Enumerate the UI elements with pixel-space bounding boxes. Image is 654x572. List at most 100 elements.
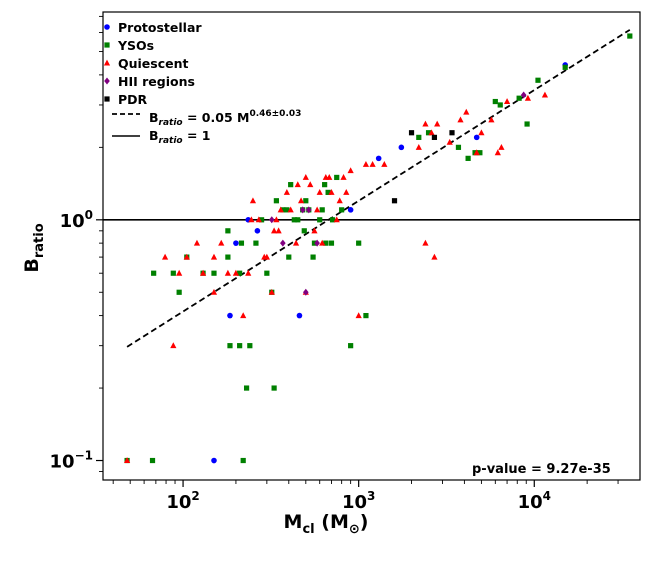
point-protostellar (211, 457, 217, 464)
point-quiescent (232, 269, 240, 276)
point-ysos (149, 457, 156, 464)
point-quiescent (302, 174, 309, 180)
legend-label-fit: Bratio = 0.05 M0.46±0.03 (149, 109, 301, 128)
point-quiescent (355, 312, 362, 319)
point-quiescent (245, 269, 252, 276)
point-ysos (237, 343, 243, 349)
point-quiescent (193, 239, 201, 246)
point-pdr (449, 130, 455, 136)
point-quiescent (431, 253, 438, 260)
point-quiescent (422, 239, 429, 246)
point-quiescent (422, 120, 429, 127)
point-ysos (535, 77, 541, 83)
point-quiescent (311, 227, 318, 234)
point-ysos (627, 33, 633, 39)
point-ysos (317, 217, 323, 223)
point-ysos (322, 182, 328, 188)
point-ysos (176, 289, 182, 295)
point-ysos (151, 270, 157, 276)
point-quiescent (275, 227, 282, 234)
y-tick-label: 10−1 (50, 449, 93, 473)
point-protostellar (227, 312, 233, 319)
point-quiescent (446, 138, 453, 145)
legend-marker-hii-regions (104, 77, 110, 85)
fit-line (126, 29, 631, 348)
point-protostellar (473, 134, 480, 141)
point-quiescent (287, 206, 294, 213)
point-quiescent (161, 253, 169, 260)
point-quiescent (319, 239, 326, 246)
legend-label-unity: Bratio = 1 (149, 128, 211, 146)
y-axis-title: Bratio (21, 223, 47, 272)
legend-marker-pdr (104, 96, 110, 102)
point-pdr (431, 134, 438, 140)
point-quiescent (170, 342, 177, 349)
point-ysos (271, 385, 277, 391)
point-ysos (329, 217, 336, 223)
point-ysos (264, 270, 270, 276)
point-protostellar (398, 144, 405, 151)
point-quiescent (498, 143, 505, 150)
point-ysos (477, 150, 483, 156)
point-protostellar (347, 207, 354, 213)
point-quiescent (248, 216, 255, 223)
point-ysos (334, 174, 340, 181)
legend-marker-quiescent (103, 59, 111, 66)
point-quiescent (478, 129, 485, 136)
point-quiescent (336, 197, 343, 204)
point-ysos (211, 270, 217, 276)
point-quiescent (473, 149, 480, 156)
point-quiescent (277, 206, 284, 213)
point-quiescent (381, 160, 388, 167)
point-quiescent (263, 253, 270, 260)
point-quiescent (297, 197, 305, 204)
point-quiescent (292, 239, 300, 246)
point-quiescent (463, 108, 470, 115)
point-ysos (455, 144, 462, 150)
point-hii-regions (314, 239, 320, 247)
point-quiescent (333, 216, 340, 223)
point-quiescent (199, 269, 207, 276)
point-quiescent (294, 181, 301, 188)
point-ysos (288, 182, 294, 188)
point-ysos (425, 130, 432, 136)
point-quiescent (218, 239, 225, 246)
point-quiescent (503, 98, 511, 105)
point-quiescent (176, 269, 183, 276)
point-ysos (319, 207, 325, 213)
lines-layer (103, 29, 640, 348)
point-quiescent (123, 457, 131, 464)
point-ysos (253, 240, 259, 246)
point-quiescent (271, 227, 278, 234)
legend-markers (103, 24, 111, 102)
point-quiescent (249, 197, 257, 204)
point-quiescent (314, 206, 321, 213)
point-quiescent (316, 188, 323, 195)
point-quiescent (307, 181, 314, 188)
point-quiescent (524, 94, 532, 101)
point-ysos (492, 98, 498, 105)
y-tick-label: 100 (60, 208, 93, 232)
point-ysos (295, 217, 301, 223)
point-quiescent (210, 253, 218, 260)
point-quiescent (457, 116, 464, 123)
point-ysos (524, 121, 530, 127)
point-quiescent (224, 269, 231, 276)
point-quiescent (369, 160, 376, 167)
point-ysos (416, 134, 422, 140)
legend-label-pdr: PDR (118, 92, 148, 107)
plot-frame (102, 11, 641, 481)
point-ysos (339, 207, 345, 213)
p-value-annotation: p-value = 9.27e-35 (472, 462, 611, 477)
point-ysos (301, 228, 307, 234)
point-quiescent (273, 216, 280, 223)
point-pdr (391, 198, 398, 204)
point-ysos (348, 343, 354, 349)
point-hii-regions (303, 288, 309, 296)
x-tick-label: 102 (166, 489, 199, 513)
point-ysos (280, 207, 286, 213)
point-ysos (240, 457, 246, 464)
point-ysos (291, 217, 297, 223)
point-protostellar (375, 155, 382, 162)
point-hii-regions (299, 206, 306, 214)
